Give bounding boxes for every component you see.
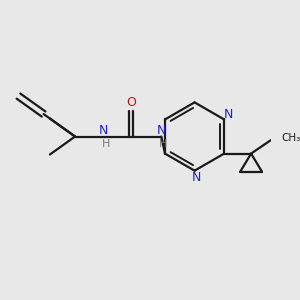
Text: O: O (126, 96, 136, 109)
Text: N: N (192, 171, 201, 184)
Text: N: N (224, 109, 233, 122)
Text: H: H (101, 139, 110, 149)
Text: N: N (157, 124, 166, 137)
Text: H: H (159, 139, 167, 149)
Text: CH₃: CH₃ (282, 133, 300, 143)
Text: N: N (99, 124, 109, 137)
